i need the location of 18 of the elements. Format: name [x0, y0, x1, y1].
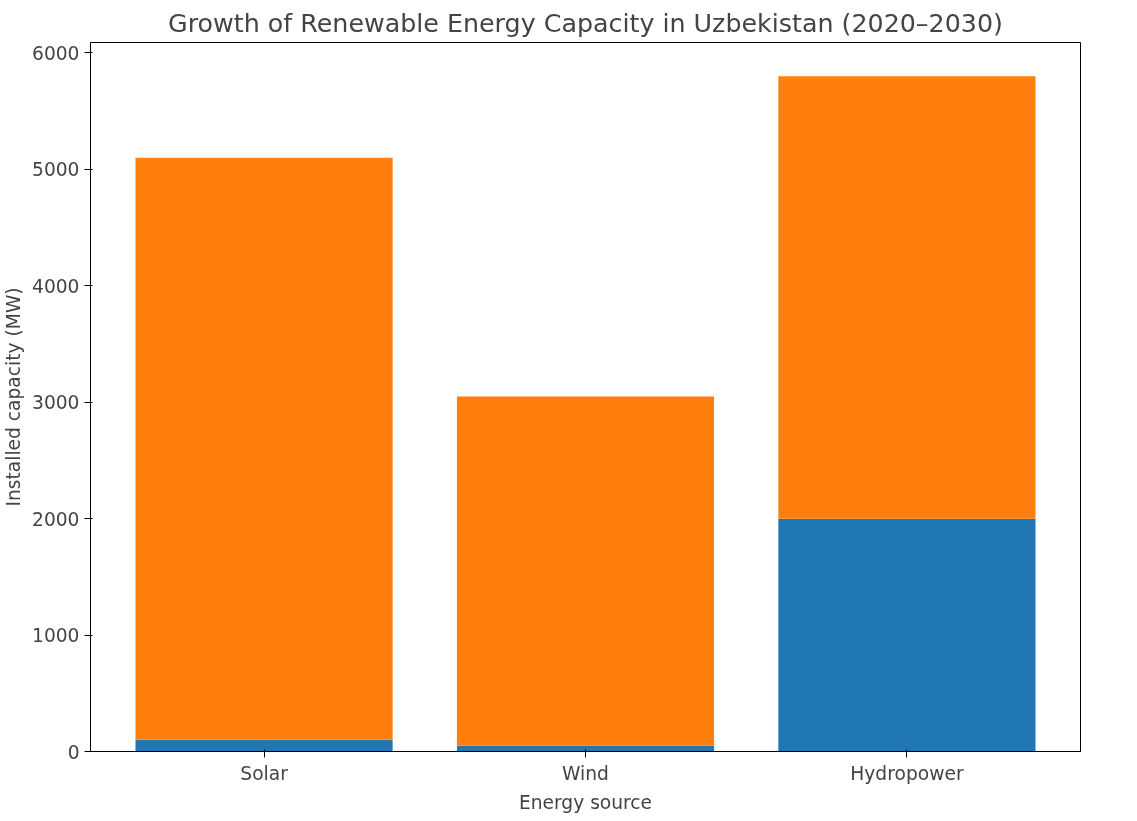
x-tick-label: Wind — [562, 762, 609, 784]
y-tick-label: 2000 — [32, 508, 80, 530]
x-axis-title: Energy source — [518, 791, 653, 813]
bar — [456, 396, 715, 746]
y-tick-label: 1000 — [32, 625, 80, 647]
y-tick-label: 0 — [67, 741, 80, 763]
chart-title: Growth of Renewable Energy Capacity in Uzbekistan (2020–2030) — [168, 7, 1003, 38]
bar — [778, 76, 1036, 519]
y-axis-title: Installed capacity (MW) — [3, 287, 25, 507]
y-tick-label: 3000 — [32, 392, 80, 414]
x-tick-label: Hydropower — [850, 762, 964, 784]
bar — [778, 518, 1036, 752]
bar — [135, 157, 393, 740]
y-tick-label: 5000 — [32, 159, 80, 181]
x-tick-label: Solar — [240, 762, 289, 784]
y-tick-label: 6000 — [32, 42, 80, 64]
y-tick-label: 4000 — [32, 275, 80, 297]
bar — [135, 739, 393, 752]
